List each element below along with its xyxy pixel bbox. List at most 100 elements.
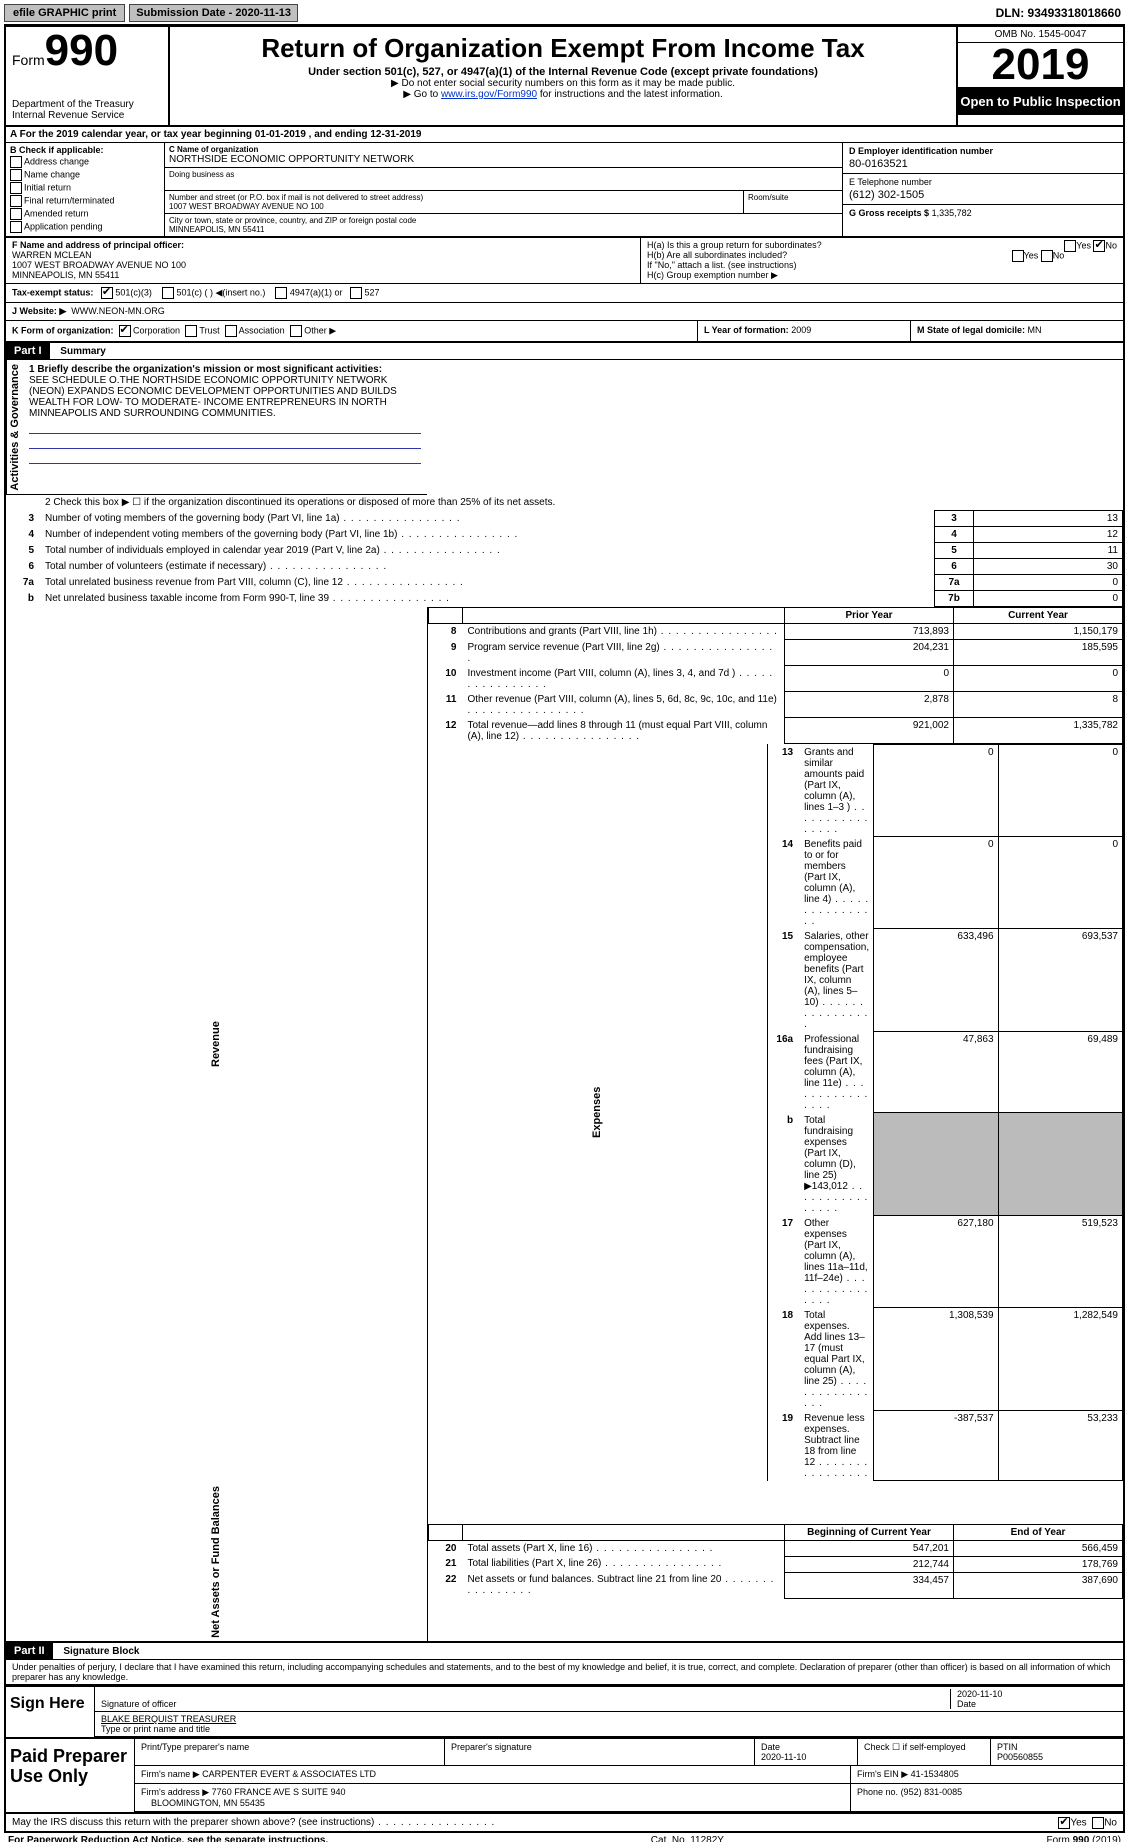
state-domicile: MN (1028, 325, 1042, 335)
city-label: City or town, state or province, country… (169, 216, 838, 225)
k-trust[interactable] (185, 325, 197, 337)
prep-sig-lbl: Preparer's signature (445, 1739, 755, 1765)
i-4947[interactable] (275, 287, 287, 299)
mission-text: SEE SCHEDULE O.THE NORTHSIDE ECONOMIC OP… (29, 375, 397, 419)
subtitle-2: ▶ Do not enter social security numbers o… (176, 78, 950, 89)
firm-addr1: 7760 FRANCE AVE S SUITE 940 (212, 1787, 346, 1797)
curr-val: 566,459 (954, 1540, 1123, 1556)
line-num: 5 (6, 543, 41, 559)
line-text: Program service revenue (Part VIII, line… (463, 640, 785, 666)
box-num: 5 (935, 543, 974, 559)
k-assoc[interactable] (225, 325, 237, 337)
line-text: Number of independent voting members of … (41, 527, 935, 543)
firm-ein-lbl: Firm's EIN ▶ (857, 1769, 908, 1779)
ptin-lbl: PTIN (997, 1742, 1018, 1752)
box-val: 13 (974, 511, 1123, 527)
i-501c3[interactable] (101, 287, 113, 299)
line-text: Benefits paid to or for members (Part IX… (800, 837, 874, 929)
phone-lbl: Phone no. (857, 1787, 898, 1797)
sig-officer-lbl: Signature of officer (101, 1699, 176, 1709)
prior-val: 713,893 (785, 624, 954, 640)
check-amended[interactable]: Amended return (10, 208, 160, 220)
tab-exp: Expenses (427, 744, 767, 1481)
line2: 2 Check this box ▶ ☐ if the organization… (41, 495, 1123, 511)
k-other[interactable] (290, 325, 302, 337)
line-text: Total liabilities (Part X, line 26) (463, 1556, 785, 1572)
subtitle-1: Under section 501(c), 527, or 4947(a)(1)… (176, 66, 950, 78)
part1-label: Part I (6, 343, 50, 359)
self-employed[interactable]: Check ☐ if self-employed (858, 1739, 991, 1765)
name-label: C Name of organization (169, 145, 838, 154)
line-num: 16a (768, 1032, 800, 1113)
ey-head: End of Year (954, 1524, 1123, 1540)
prior-val: 334,457 (785, 1572, 954, 1598)
prior-val: 204,231 (785, 640, 954, 666)
line-text: Total revenue—add lines 8 through 11 (mu… (463, 718, 785, 744)
f-label: F Name and address of principal officer: (12, 240, 184, 250)
curr-val: 1,150,179 (954, 624, 1123, 640)
prior-val: 47,863 (874, 1032, 998, 1113)
line-num: 17 (768, 1216, 800, 1308)
k-corp[interactable] (119, 325, 131, 337)
i-527[interactable] (350, 287, 362, 299)
tab-rev: Revenue (5, 607, 427, 1481)
curr-val: 519,523 (998, 1216, 1122, 1308)
officer-name-title: BLAKE BERQUIST TREASURER (101, 1714, 236, 1724)
tab-gov: Activities & Governance (6, 360, 23, 495)
instructions-link[interactable]: www.irs.gov/Form990 (441, 89, 537, 100)
line-text: Net unrelated business taxable income fr… (41, 591, 935, 607)
line-num: 6 (6, 559, 41, 575)
line-text: Grants and similar amounts paid (Part IX… (800, 745, 874, 837)
ha-yes[interactable] (1064, 240, 1076, 252)
officer-city: MINNEAPOLIS, MN 55411 (12, 270, 119, 280)
prior-val: 921,002 (785, 718, 954, 744)
firm-addr-lbl: Firm's address ▶ (141, 1787, 209, 1797)
prep-name-lbl: Print/Type preparer's name (135, 1739, 445, 1765)
tax-year: 2019 (958, 43, 1123, 88)
box-val: 11 (974, 543, 1123, 559)
hb-no[interactable] (1041, 250, 1053, 262)
bcy-head: Beginning of Current Year (785, 1524, 954, 1540)
prior-val: 212,744 (785, 1556, 954, 1572)
curr-val: 387,690 (954, 1572, 1123, 1598)
curr-val: 1,282,549 (998, 1308, 1122, 1411)
line-text: Investment income (Part VIII, column (A)… (463, 666, 785, 692)
prior-val: 547,201 (785, 1540, 954, 1556)
line-num: 10 (428, 666, 463, 692)
hb-yes[interactable] (1012, 250, 1024, 262)
efile-button[interactable]: efile GRAPHIC print (4, 4, 125, 22)
form-title: Return of Organization Exempt From Incom… (176, 33, 950, 64)
form-ref: Form 990 (2019) (1047, 1835, 1121, 1842)
ein-label: D Employer identification number (849, 146, 993, 156)
curr-val: 53,233 (998, 1411, 1122, 1481)
curr-val: 8 (954, 692, 1123, 718)
check-final[interactable]: Final return/terminated (10, 195, 160, 207)
check-address[interactable]: Address change (10, 156, 160, 168)
name-title-lbl: Type or print name and title (101, 1724, 210, 1734)
row-a: A For the 2019 calendar year, or tax yea… (4, 127, 1125, 143)
curr-val (998, 1113, 1122, 1216)
line-num: 21 (428, 1556, 463, 1572)
check-name[interactable]: Name change (10, 169, 160, 181)
discuss-no[interactable] (1092, 1817, 1104, 1829)
discuss-yes[interactable] (1058, 1817, 1070, 1829)
prep-date: 2020-11-10 (761, 1752, 806, 1762)
check-pending[interactable]: Application pending (10, 221, 160, 233)
i-501c[interactable] (162, 287, 174, 299)
paid-preparer: Paid Preparer Use Only (6, 1739, 135, 1812)
prior-val: 2,878 (785, 692, 954, 718)
check-initial[interactable]: Initial return (10, 182, 160, 194)
date-label: Date (957, 1699, 976, 1709)
subtitle-3: ▶ Go to www.irs.gov/Form990 for instruct… (176, 89, 950, 100)
dba-label: Doing business as (169, 170, 838, 179)
line-text: Salaries, other compensation, employee b… (800, 929, 874, 1032)
firm-ein: 41-1534805 (911, 1769, 959, 1779)
part1-title: Summary (52, 346, 106, 357)
line-text: Net assets or fund balances. Subtract li… (463, 1572, 785, 1598)
line-text: Contributions and grants (Part VIII, lin… (463, 624, 785, 640)
line-text: Professional fundraising fees (Part IX, … (800, 1032, 874, 1113)
ha-no[interactable] (1093, 240, 1105, 252)
discuss-row: May the IRS discuss this return with the… (4, 1814, 1125, 1833)
row-i: Tax-exempt status: 501(c)(3) 501(c) ( ) … (4, 284, 1125, 303)
form-header: Form990 Department of the Treasury Inter… (4, 25, 1125, 127)
